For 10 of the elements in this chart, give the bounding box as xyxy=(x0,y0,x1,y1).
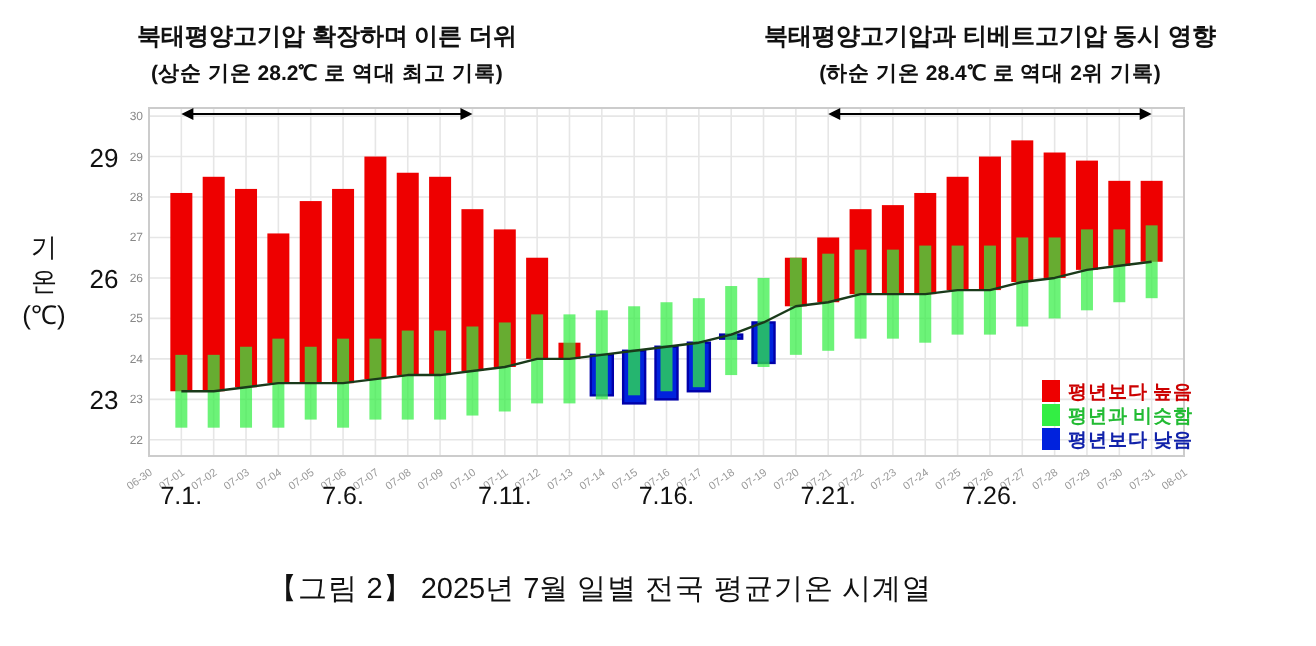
text: 29 xyxy=(89,142,119,173)
legend-label: 평년보다 높음 xyxy=(1068,382,1194,404)
text: 【그림 2】 2025년 7월 일별 전국 평균기온 시계열 xyxy=(268,572,932,606)
text: 북태평양고기압 확장하며 이른 더위 (상순 기온 28.2℃ 로 역대 최고 기록) xyxy=(136,22,517,86)
legend-label: 평년과 비슷함 xyxy=(1068,406,1194,428)
y-axis-title: 기 온 (℃) xyxy=(22,232,66,330)
text: 26 xyxy=(89,263,119,294)
text: 23 xyxy=(89,385,119,416)
legend-label: 평년보다 낮음 xyxy=(1068,430,1194,452)
text: 북태평양고기압과 티베트고기압 동시 영향 (하순 기온 28.4℃ 로 역대 2위 기록) xyxy=(763,22,1216,86)
